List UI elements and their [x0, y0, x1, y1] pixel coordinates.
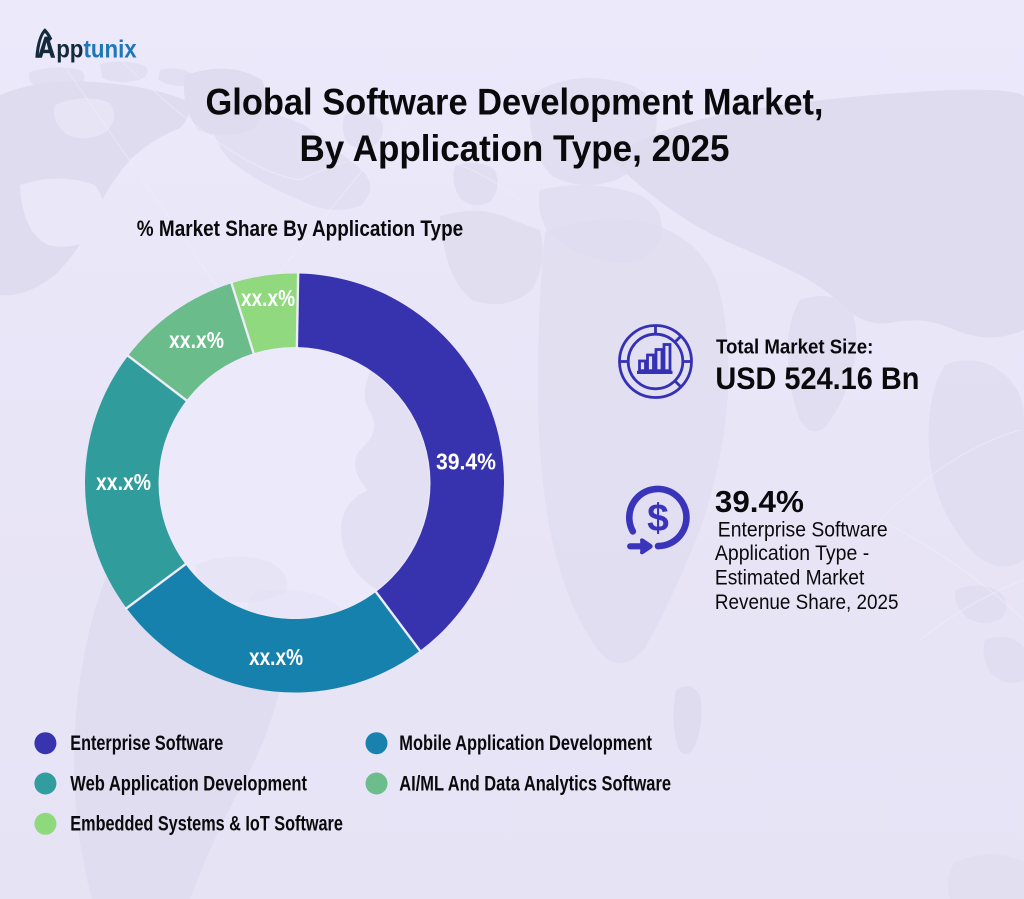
svg-text:Estimated Market: Estimated Market — [715, 567, 865, 590]
svg-text:AI/ML And Data Analytics Softw: AI/ML And Data Analytics Software — [399, 772, 671, 795]
svg-text:pptunix: pptunix — [56, 36, 137, 64]
svg-text:Global Software Development Ma: Global Software Development Market, — [206, 81, 824, 122]
svg-text:xx.x%: xx.x% — [96, 469, 151, 495]
svg-text:39.4%: 39.4% — [715, 484, 804, 519]
svg-text:Mobile Application Development: Mobile Application Development — [399, 732, 652, 755]
svg-text:xx.x%: xx.x% — [169, 327, 224, 353]
svg-text:$: $ — [647, 497, 669, 540]
svg-text:39.4%: 39.4% — [436, 448, 496, 474]
svg-text:USD 524.16 Bn: USD 524.16 Bn — [715, 360, 919, 396]
svg-text:Application Type -: Application Type - — [715, 542, 869, 565]
svg-text:Enterprise Software: Enterprise Software — [718, 519, 888, 542]
svg-text:Total Market Size:: Total Market Size: — [716, 337, 873, 359]
svg-text:Revenue Share, 2025: Revenue Share, 2025 — [715, 591, 899, 614]
svg-text:xx.x%: xx.x% — [249, 644, 303, 670]
svg-text:Enterprise Software: Enterprise Software — [70, 732, 223, 755]
svg-text:% Market Share By Application: % Market Share By Application Type — [137, 216, 463, 241]
svg-text:xx.x%: xx.x% — [241, 285, 295, 311]
svg-text:Web Application Development: Web Application Development — [70, 772, 307, 795]
svg-text:Embedded Systems & IoT Softwar: Embedded Systems & IoT Software — [70, 813, 343, 836]
svg-text:By Application Type, 2025: By Application Type, 2025 — [300, 128, 730, 169]
